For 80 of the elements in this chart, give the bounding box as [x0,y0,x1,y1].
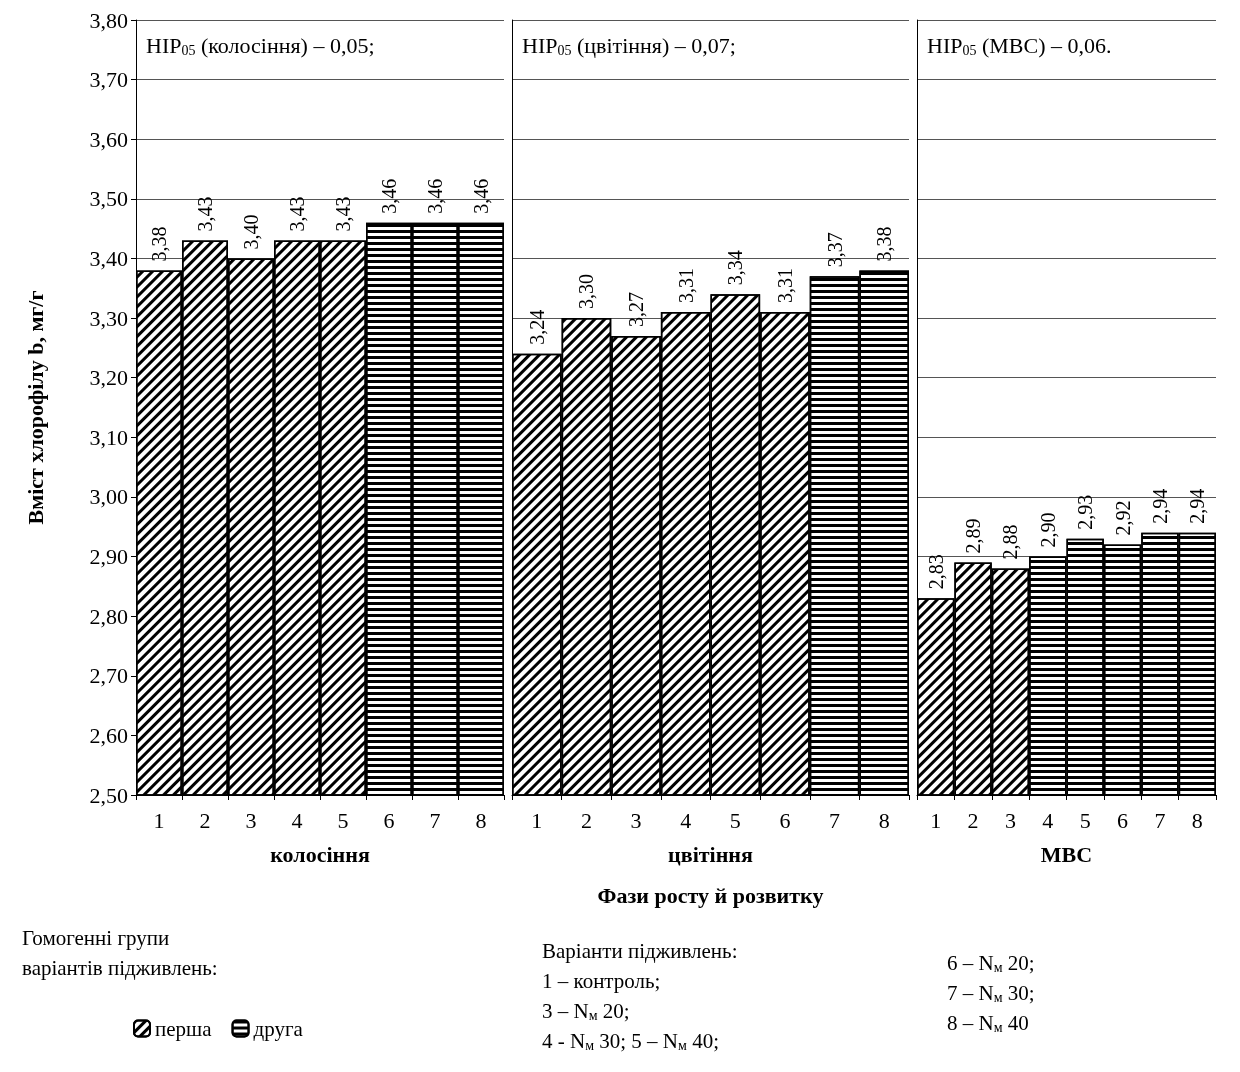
data-label: 3,46 [470,178,492,214]
x-tick-label: 7 [429,807,441,833]
data-label: 2,83 [924,554,947,590]
data-label: 3,46 [378,178,400,214]
x-tick-label: 8 [475,807,487,833]
y-axis-title: Вміст хлорофілу b, мг/г [22,290,48,525]
text: 6 – Nм 20; [947,950,1035,975]
x-tick-label: 2 [199,807,211,833]
data-label: 3,24 [525,309,548,345]
x-tick-label: 3 [1004,807,1016,833]
text: 7 – Nм 30; [947,980,1035,1005]
x-tick-label: 2 [967,807,979,833]
data-label: 3,34 [724,250,747,286]
y-tick-label: 2,50 [89,782,128,808]
data-label: 2,89 [962,518,985,554]
data-label: 2,93 [1074,494,1097,530]
legend-label: перша [155,1016,213,1041]
text: Фази росту й розвитку [597,882,824,908]
x-tick-label: 7 [1154,807,1166,833]
x-tick-label: 2 [580,807,592,833]
x-tick-label: 1 [153,807,165,833]
data-label: 3,27 [625,291,648,327]
data-label: 3,43 [286,196,308,232]
y-tick-label: 2,90 [89,544,128,570]
data-label: 3,30 [575,274,598,310]
x-tick-label: 6 [1117,807,1129,833]
data-label: 3,38 [873,226,896,262]
data-label: 3,37 [823,232,846,268]
data-label: 2,94 [1148,488,1171,524]
x-tick-label: 5 [337,807,349,833]
data-label: 2,90 [1036,512,1059,548]
x-tick-label: 4 [1042,807,1054,833]
data-label: 2,94 [1186,488,1209,524]
y-tick-label: 3,50 [89,186,128,212]
x-axis-title: МВС [1040,841,1093,867]
x-tick-label: 1 [930,807,942,833]
y-tick-label: 3,30 [89,305,128,331]
y-tick-label: 2,80 [89,603,128,629]
y-tick-label: 2,70 [89,663,128,689]
text: 8 – Nм 40 [947,1010,1029,1035]
data-label: 3,43 [332,196,354,232]
data-label: 3,31 [773,268,796,304]
x-tick-label: 5 [729,807,741,833]
data-label: 3,38 [148,226,170,262]
legend-label: друга [253,1016,304,1041]
text: 1 – контроль; [542,968,661,993]
x-tick-label: 6 [383,807,395,833]
x-tick-label: 6 [779,807,791,833]
annotation: НІР05 (МВС) – 0,06. [927,32,1112,58]
data-label: 2,92 [1111,500,1134,536]
y-tick-label: 3,00 [89,484,128,510]
y-tick-label: 2,60 [89,722,128,748]
x-axis-title: колосіння [270,841,370,867]
x-tick-label: 3 [630,807,642,833]
x-tick-label: 8 [878,807,890,833]
x-tick-label: 3 [245,807,257,833]
text: Варіанти підживлень: [542,938,738,963]
y-tick-label: 3,10 [89,424,128,450]
x-tick-label: 5 [1079,807,1091,833]
x-tick-label: 4 [680,807,692,833]
annotation: НІР05 (колосіння) – 0,05; [146,32,375,58]
x-tick-label: 4 [291,807,303,833]
x-tick-label: 1 [531,807,543,833]
x-axis-title: цвітіння [668,841,754,867]
annotation: НІР05 (цвітіння) – 0,07; [522,32,736,58]
x-tick-label: 7 [829,807,841,833]
y-tick-label: 3,60 [89,126,128,152]
data-label: 3,43 [194,196,216,232]
data-label: 3,31 [674,268,697,304]
data-label: 3,46 [424,178,446,214]
x-tick-label: 8 [1191,807,1203,833]
y-tick-label: 3,20 [89,365,128,391]
text: 3 – Nм 20; [542,998,630,1023]
text: 4 - Nм 30; 5 – Nм 40; [542,1028,719,1053]
data-label: 3,40 [240,214,262,250]
data-label: 2,88 [999,524,1022,560]
y-tick-label: 3,40 [89,245,128,271]
legend-title: Гомогенні групи варіантів підживлень: [22,926,218,980]
y-tick-label: 3,70 [89,67,128,93]
y-tick-label: 3,80 [89,7,128,33]
